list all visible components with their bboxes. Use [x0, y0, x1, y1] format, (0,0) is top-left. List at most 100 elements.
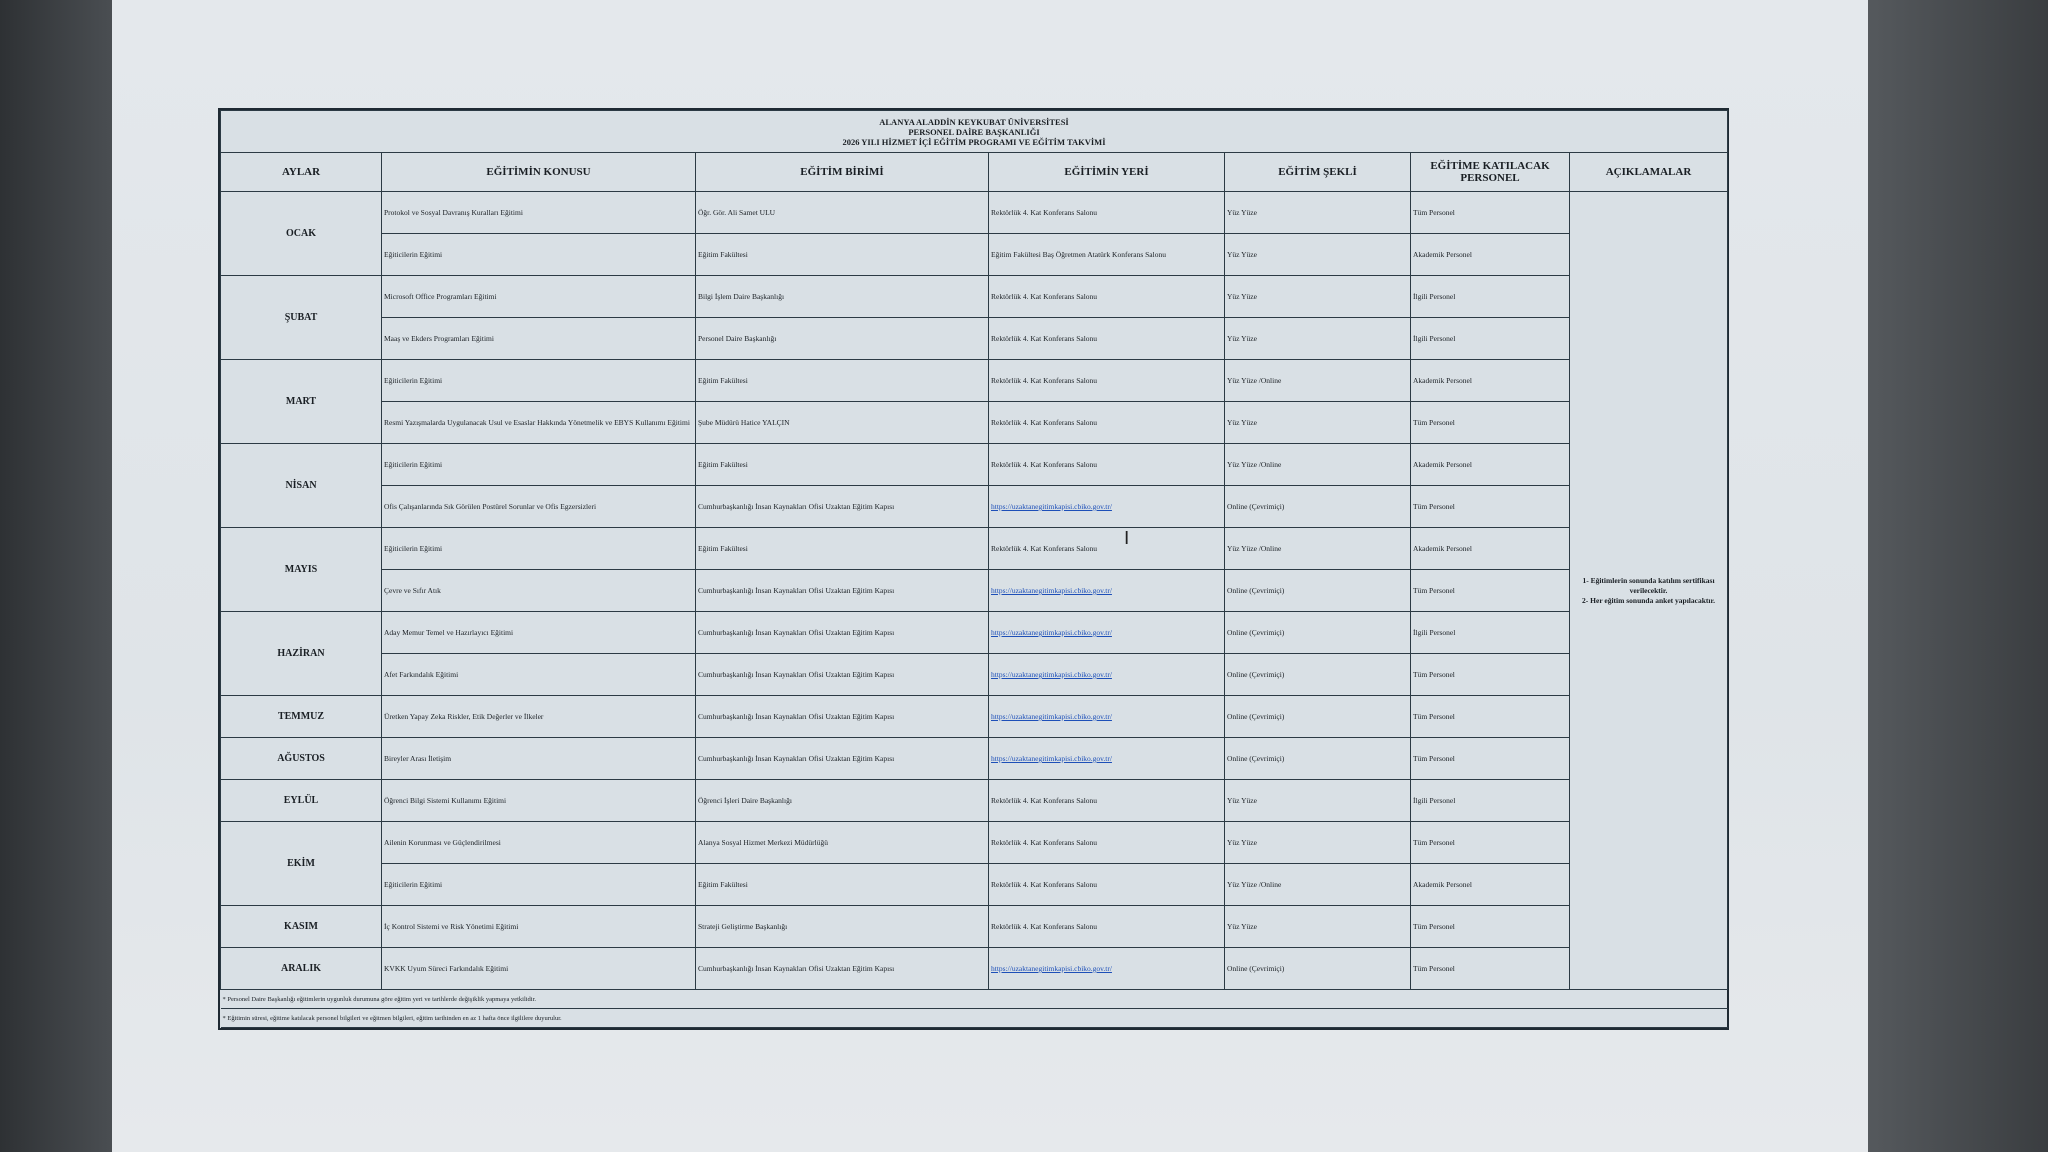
unit-cell: Personel Daire Başkanlığı: [695, 317, 989, 360]
table-row: HAZİRAN Aday Memur Temel ve Hazırlayıcı E…: [220, 611, 1728, 696]
participants-cell: İlgili Personel: [1410, 275, 1570, 318]
topic-cell: KVKK Uyum Süreci Farkındalık Eğitimi: [381, 947, 696, 990]
location-link[interactable]: https://uzaktanegitimkapisi.cbiko.gov.tr…: [991, 628, 1112, 637]
unit-cell: Cumhurbaşkanlığı İnsan Kaynakları Ofisi …: [695, 485, 989, 528]
format-cell: Online (Çevrimiçi): [1224, 737, 1411, 780]
unit-cell: Eğitim Fakültesi: [695, 527, 989, 570]
title-line: PERSONEL DAİRE BAŞKANLIĞI: [908, 126, 1040, 137]
table-row: Eğiticilerin Eğitimi Eğitim Fakültesi Eğit…: [221, 233, 1728, 276]
month-cell: HAZİRAN: [220, 611, 382, 696]
format-cell: Yüz Yüze /Online: [1224, 863, 1411, 906]
location-cell: Rektörlük 4. Kat Konferans Salonu: [988, 401, 1225, 444]
unit-cell: Eğitim Fakültesi: [695, 443, 989, 486]
location-link[interactable]: https://uzaktanegitimkapisi.cbiko.gov.tr…: [991, 964, 1112, 973]
month-cell: KASIM: [220, 905, 382, 948]
table-row: Resmi Yazışmalarda Uygulanacak Usul ve E…: [221, 401, 1728, 444]
header-egitimin-yeri: EĞİTİMİN YERİ: [988, 152, 1225, 192]
table-row: Maaş ve Ekders Programları Eğitimi Person…: [221, 317, 1728, 360]
topic-cell: Bireyler Arası İletişim: [381, 737, 696, 780]
location-cell: https://uzaktanegitimkapisi.cbiko.gov.tr…: [988, 485, 1225, 528]
month-cell: MAYIS: [220, 527, 382, 612]
topic-cell: Eğiticilerin Eğitimi: [381, 359, 696, 402]
participants-cell: Tüm Personel: [1410, 653, 1570, 696]
format-cell: Online (Çevrimiçi): [1224, 653, 1411, 696]
participants-cell: Akademik Personel: [1410, 443, 1570, 486]
topic-cell: Eğiticilerin Eğitimi: [381, 233, 696, 276]
format-cell: Online (Çevrimiçi): [1224, 569, 1411, 612]
participants-cell: Akademik Personel: [1410, 359, 1570, 402]
header-aciklamalar: AÇIKLAMALAR: [1569, 152, 1728, 192]
unit-cell: Eğitim Fakültesi: [695, 863, 989, 906]
participants-cell: Akademik Personel: [1410, 527, 1570, 570]
topic-cell: Afet Farkındalık Eğitimi: [381, 653, 696, 696]
location-cell: Rektörlük 4. Kat Konferans Salonu: [988, 191, 1225, 234]
table-row: EKİM Ailenin Korunması ve Güçlendirilmesi…: [220, 821, 1728, 906]
location-link[interactable]: https://uzaktanegitimkapisi.cbiko.gov.tr…: [991, 670, 1112, 679]
table-row: ARALIK KVKK Uyum Süreci Farkındalık Eğiti…: [220, 947, 1728, 990]
table-row: OCAK Protokol ve Sosyal Davranış Kurallar…: [220, 191, 1728, 990]
location-cell: Rektörlük 4. Kat Konferans Salonu: [988, 821, 1225, 864]
unit-cell: Cumhurbaşkanlığı İnsan Kaynakları Ofisi …: [695, 737, 989, 780]
unit-cell: Cumhurbaşkanlığı İnsan Kaynakları Ofisi …: [695, 947, 989, 990]
month-cell: OCAK: [220, 191, 382, 276]
document-title: ALANYA ALADDİN KEYKUBAT ÜNİVERSİTESİ PER…: [220, 110, 1728, 153]
format-cell: Yüz Yüze: [1224, 317, 1411, 360]
location-cell: Eğitim Fakültesi Baş Öğretmen Atatürk Ko…: [988, 233, 1225, 276]
monitor-bezel-right: [1868, 0, 2048, 1152]
format-cell: Yüz Yüze: [1224, 905, 1411, 948]
topic-cell: Üretken Yapay Zeka Riskler, Etik Değerle…: [381, 695, 696, 738]
format-cell: Online (Çevrimiçi): [1224, 947, 1411, 990]
format-cell: Online (Çevrimiçi): [1224, 611, 1411, 654]
participants-cell: İlgili Personel: [1410, 779, 1570, 822]
month-cell: MART: [220, 359, 382, 444]
note-line: 2- Her eğitim sonunda anket yapılacaktır…: [1582, 595, 1715, 605]
location-cell: https://uzaktanegitimkapisi.cbiko.gov.tr…: [988, 947, 1225, 990]
topic-cell: Protokol ve Sosyal Davranış Kuralları Eğ…: [381, 191, 696, 234]
participants-cell: Tüm Personel: [1410, 695, 1570, 738]
participants-cell: Tüm Personel: [1410, 821, 1570, 864]
text-cursor-icon: I: [1124, 528, 1130, 549]
format-cell: Yüz Yüze: [1224, 779, 1411, 822]
location-cell: https://uzaktanegitimkapisi.cbiko.gov.tr…: [988, 737, 1225, 780]
location-link[interactable]: https://uzaktanegitimkapisi.cbiko.gov.tr…: [991, 502, 1112, 511]
title-line: 2026 YILI HİZMET İÇİ EĞİTİM PROGRAMI VE …: [842, 136, 1106, 147]
month-cell: ŞUBAT: [220, 275, 382, 360]
unit-cell: Cumhurbaşkanlığı İnsan Kaynakları Ofisi …: [695, 611, 989, 654]
table-row: TEMMUZ Üretken Yapay Zeka Riskler, Etik D…: [220, 695, 1728, 738]
title-line: ALANYA ALADDİN KEYKUBAT ÜNİVERSİTESİ: [879, 116, 1069, 127]
month-cell: EYLÜL: [220, 779, 382, 822]
participants-cell: Tüm Personel: [1410, 485, 1570, 528]
unit-cell: Şube Müdürü Hatice YALÇIN: [695, 401, 989, 444]
location-link[interactable]: https://uzaktanegitimkapisi.cbiko.gov.tr…: [991, 586, 1112, 595]
topic-cell: Eğiticilerin Eğitimi: [381, 443, 696, 486]
topic-cell: Aday Memur Temel ve Hazırlayıcı Eğitimi: [381, 611, 696, 654]
table-row: KASIM İç Kontrol Sistemi ve Risk Yönetimi…: [220, 905, 1728, 948]
header-aylar: AYLAR: [220, 152, 382, 192]
location-cell: Rektörlük 4. Kat Konferans Salonu: [988, 443, 1225, 486]
unit-cell: Öğrenci İşleri Daire Başkanlığı: [695, 779, 989, 822]
month-cell: ARALIK: [220, 947, 382, 990]
month-cell: NİSAN: [220, 443, 382, 528]
training-schedule-document: ALANYA ALADDİN KEYKUBAT ÜNİVERSİTESİ PER…: [218, 108, 1729, 1030]
location-cell: Rektörlük 4. Kat Konferans Salonu: [988, 527, 1225, 570]
training-schedule-table: ALANYA ALADDİN KEYKUBAT ÜNİVERSİTESİ PER…: [220, 110, 1728, 1028]
header-egitim-sekli: EĞİTİM ŞEKLİ: [1224, 152, 1411, 192]
format-cell: Yüz Yüze: [1224, 233, 1411, 276]
table-row: Ofis Çalışanlarında Sık Görülen Postürel…: [221, 485, 1728, 528]
table-row: NİSAN Eğiticilerin Eğitimi Eğitim Fakültes…: [220, 443, 1728, 528]
unit-cell: Strateji Geliştirme Başkanlığı: [695, 905, 989, 948]
location-cell: Rektörlük 4. Kat Konferans Salonu: [988, 317, 1225, 360]
format-cell: Yüz Yüze /Online: [1224, 527, 1411, 570]
topic-cell: İç Kontrol Sistemi ve Risk Yönetimi Eğit…: [381, 905, 696, 948]
note-line: 1- Eğitimlerin sonunda katılım sertifika…: [1582, 575, 1715, 595]
location-link[interactable]: https://uzaktanegitimkapisi.cbiko.gov.tr…: [991, 754, 1112, 763]
table-row: Çevre ve Sıfır Atık Cumhurbaşkanlığı İnsa…: [221, 569, 1728, 612]
unit-cell: Öğr. Gör. Ali Samet ULU: [695, 191, 989, 234]
table-row: AĞUSTOS Bireyler Arası İletişim Cumhurbaşk…: [220, 737, 1728, 780]
format-cell: Yüz Yüze: [1224, 191, 1411, 234]
topic-cell: Maaş ve Ekders Programları Eğitimi: [381, 317, 696, 360]
location-link[interactable]: https://uzaktanegitimkapisi.cbiko.gov.tr…: [991, 712, 1112, 721]
format-cell: Online (Çevrimiçi): [1224, 485, 1411, 528]
participants-cell: İlgili Personel: [1410, 611, 1570, 654]
unit-cell: Cumhurbaşkanlığı İnsan Kaynakları Ofisi …: [695, 695, 989, 738]
